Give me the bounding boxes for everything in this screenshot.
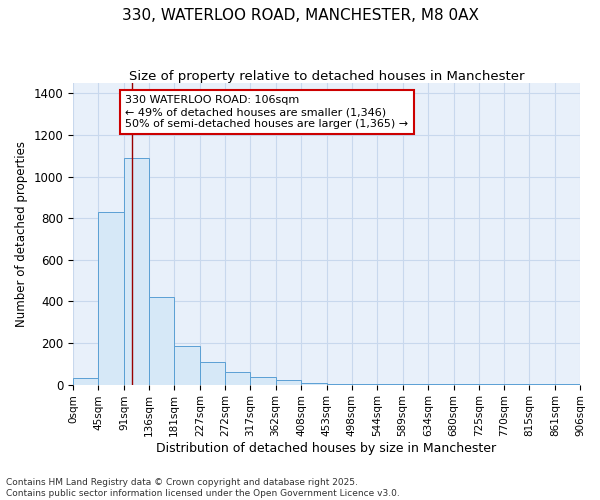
Bar — [73, 378, 98, 384]
Bar — [200, 362, 225, 384]
Bar — [149, 297, 175, 384]
Text: 330, WATERLOO ROAD, MANCHESTER, M8 0AX: 330, WATERLOO ROAD, MANCHESTER, M8 0AX — [121, 8, 479, 22]
Bar — [301, 382, 326, 384]
Y-axis label: Number of detached properties: Number of detached properties — [15, 141, 28, 327]
X-axis label: Distribution of detached houses by size in Manchester: Distribution of detached houses by size … — [157, 442, 497, 455]
Bar — [98, 212, 124, 384]
Bar — [275, 380, 301, 384]
Bar — [225, 372, 250, 384]
Bar — [250, 378, 275, 384]
Bar — [175, 346, 200, 385]
Title: Size of property relative to detached houses in Manchester: Size of property relative to detached ho… — [129, 70, 524, 83]
Text: Contains HM Land Registry data © Crown copyright and database right 2025.
Contai: Contains HM Land Registry data © Crown c… — [6, 478, 400, 498]
Text: 330 WATERLOO ROAD: 106sqm
← 49% of detached houses are smaller (1,346)
50% of se: 330 WATERLOO ROAD: 106sqm ← 49% of detac… — [125, 96, 408, 128]
Bar — [124, 158, 149, 384]
